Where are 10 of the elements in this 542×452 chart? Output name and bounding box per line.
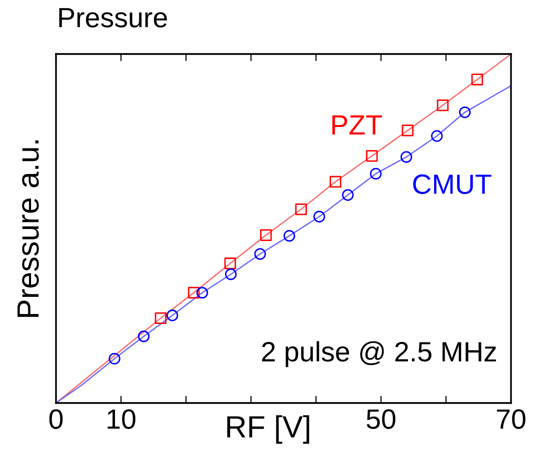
annotation: 2 pulse @ 2.5 MHz bbox=[262, 341, 496, 368]
x-tick-label: 10 bbox=[108, 409, 136, 429]
series-label: CMUT bbox=[413, 174, 492, 194]
x-tick-label: 50 bbox=[366, 409, 396, 429]
y-axis-title: Pressure a.u. bbox=[18, 140, 39, 317]
x-tick-label: 70 bbox=[496, 409, 526, 429]
x-tick-label: 0 bbox=[49, 409, 63, 429]
series-label: PZT bbox=[332, 115, 382, 134]
x-axis-title: RF [V] bbox=[227, 415, 310, 444]
chart-title: Pressure bbox=[59, 8, 167, 28]
